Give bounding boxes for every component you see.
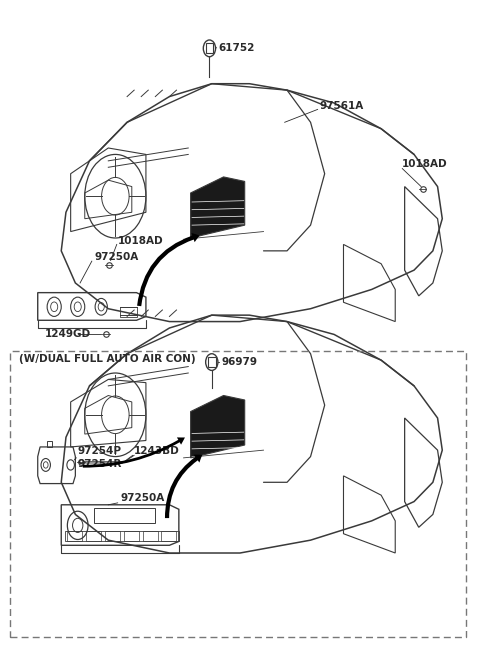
Text: 1243BD: 1243BD [134, 447, 180, 457]
Text: 1018AD: 1018AD [118, 236, 163, 246]
Text: 97250A: 97250A [94, 253, 138, 262]
Bar [205, 43, 213, 54]
Polygon shape [191, 177, 245, 238]
Bar [124, 531, 139, 541]
Text: 1018AD: 1018AD [402, 159, 448, 169]
Bar [105, 531, 120, 541]
Text: 97254R: 97254R [78, 459, 122, 469]
FancyArrowPatch shape [137, 233, 200, 306]
Bar [10, 350, 466, 636]
Text: 97254P: 97254P [78, 447, 122, 457]
Text: 97561A: 97561A [320, 101, 364, 112]
Text: 97250A: 97250A [120, 493, 164, 503]
Text: 61752: 61752 [219, 43, 255, 52]
Text: (W/DUAL FULL AUTO AIR CON): (W/DUAL FULL AUTO AIR CON) [19, 354, 195, 364]
Bar [67, 531, 83, 541]
Text: 96979: 96979 [221, 357, 257, 367]
Bar [208, 357, 216, 367]
Bar [86, 531, 101, 541]
FancyArrowPatch shape [165, 455, 203, 518]
Bar [120, 307, 136, 317]
Polygon shape [191, 396, 245, 458]
FancyArrowPatch shape [83, 438, 185, 468]
Bar [161, 531, 177, 541]
Bar [143, 531, 158, 541]
Text: 1249GD: 1249GD [45, 329, 91, 339]
